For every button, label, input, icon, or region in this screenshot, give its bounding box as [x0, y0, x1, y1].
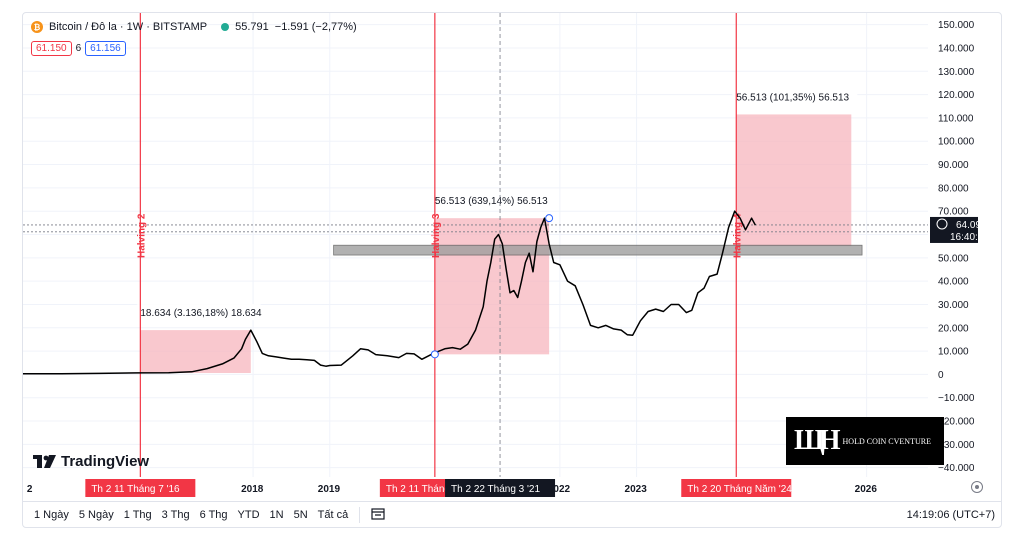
- x-tick-label: 2018: [241, 484, 264, 495]
- halving-label: Halving 2: [136, 213, 147, 258]
- price-range-box: [434, 218, 550, 355]
- market-status-dot: [221, 23, 230, 31]
- y-tick-label: 110.000: [938, 113, 974, 124]
- tradingview-icon: [33, 454, 56, 468]
- last-price: 55.791: [235, 21, 269, 33]
- range-1m-button[interactable]: 1 Thg: [123, 509, 152, 521]
- y-tick-label: 50.000: [938, 253, 969, 264]
- range-1d-button[interactable]: 1 Ngày: [34, 509, 69, 521]
- range-label-bg: [430, 192, 556, 209]
- toolbar-divider: [359, 507, 361, 523]
- y-tick-label: 20.000: [938, 323, 969, 334]
- measure-anchor: [545, 214, 554, 223]
- x-tick-label: 2: [27, 484, 33, 495]
- x-tick-label: 2022: [548, 484, 571, 495]
- measure-anchor: [430, 350, 439, 359]
- range-3m-button[interactable]: 3 Thg: [161, 509, 190, 521]
- y-tick-label: −10.000: [938, 393, 975, 404]
- y-tick-label: −40.000: [938, 463, 975, 474]
- clock-timezone[interactable]: 14:19:06 (UTC+7): [906, 509, 995, 521]
- y-tick-label: 70.000: [938, 207, 969, 218]
- bottom-toolbar: 1 Ngày 5 Ngày 1 Thg 3 Thg 6 Thg YTD 1N 5…: [23, 501, 1001, 527]
- price-chart[interactable]: 18.634 (3.136,18%) 18.634 56.513 (639,14%…: [23, 13, 1002, 501]
- range-label: 56.513 (101,35%) 56.513: [736, 92, 849, 103]
- range-1y-button[interactable]: 1N: [269, 509, 284, 521]
- range-label-bg: [732, 88, 858, 105]
- last-price-label: 64.096: [956, 220, 987, 231]
- range-all-button[interactable]: Tất cả: [317, 509, 349, 521]
- x-tick-label: 2019: [318, 484, 341, 495]
- price-range-box: [140, 330, 251, 374]
- symbol-legend: ₿ Bitcoin / Đô la · 1W · BITSTAMP 55.791…: [31, 21, 357, 33]
- date-badge-label: Th 2 11 Tháng Năm '20: [386, 484, 490, 495]
- y-tick-label: −30.000: [938, 440, 975, 451]
- symbol-title[interactable]: Bitcoin / Đô la · 1W · BITSTAMP: [49, 21, 208, 33]
- x-tick-label: 2026: [855, 484, 878, 495]
- date-badge: [85, 479, 196, 497]
- y-tick-label: 10.000: [938, 347, 969, 358]
- y-tick-label: −20.000: [938, 417, 975, 428]
- price-line: [23, 210, 757, 375]
- y-tick-label: 40.000: [938, 277, 969, 288]
- spread-value: 6: [75, 43, 82, 54]
- x-tick-label: 2023: [625, 484, 648, 495]
- range-6m-button[interactable]: 6 Thg: [199, 509, 228, 521]
- range-label: 56.513 (639,14%) 56.513: [435, 196, 548, 207]
- date-badge-label: Th 2 22 Tháng 3 '21: [451, 484, 540, 495]
- bitcoin-icon: ₿: [31, 21, 43, 33]
- sell-button[interactable]: 61.150: [31, 41, 72, 56]
- watermark-logo-icon: ЩН: [794, 425, 840, 456]
- price-range-box: [736, 114, 852, 247]
- channel-watermark: ЩН HOLD COIN CVENTURE: [786, 417, 944, 465]
- y-tick-label: 150.000: [938, 20, 975, 31]
- range-ytd-button[interactable]: YTD: [237, 509, 260, 521]
- trade-buttons: 61.150 6 61.156: [31, 41, 126, 56]
- price-change: −1.591 (−2,77%): [274, 21, 357, 33]
- add-alert-icon: [936, 218, 948, 230]
- halving-label: Halving 4: [732, 213, 743, 258]
- range-label: 18.634 (3.136,18%) 18.634: [140, 308, 262, 319]
- range-label-bg: [136, 304, 262, 321]
- date-range-icon[interactable]: [366, 505, 390, 526]
- support-band: [333, 244, 863, 256]
- y-tick-label: 130.000: [938, 67, 975, 78]
- tradingview-logo[interactable]: TradingView: [33, 453, 149, 470]
- y-tick-label: 90.000: [938, 160, 969, 171]
- date-badge-label: Th 2 20 Tháng Năm '24: [687, 484, 792, 495]
- watermark-text: HOLD COIN CVENTURE: [842, 436, 931, 446]
- chart-frame[interactable]: 18.634 (3.136,18%) 18.634 56.513 (639,14%…: [22, 12, 1002, 528]
- buy-button[interactable]: 61.156: [85, 41, 126, 56]
- y-tick-label: 0: [938, 370, 944, 381]
- settings-gear-icon[interactable]: [971, 481, 983, 493]
- tradingview-wordmark: TradingView: [61, 453, 150, 470]
- range-5d-button[interactable]: 5 Ngày: [78, 509, 114, 521]
- date-badge: [681, 479, 792, 497]
- range-5y-button[interactable]: 5N: [293, 509, 308, 521]
- y-tick-label: 120.000: [938, 90, 975, 101]
- y-tick-label: 80.000: [938, 183, 969, 194]
- date-badge: [445, 479, 556, 497]
- halving-label: Halving 3: [431, 213, 442, 258]
- countdown-label: 16:40:54: [950, 232, 989, 243]
- y-tick-label: 140.000: [938, 43, 975, 54]
- date-badge-label: Th 2 11 Tháng 7 '16: [91, 484, 180, 495]
- y-tick-label: 100.000: [938, 137, 975, 148]
- y-tick-label: 30.000: [938, 300, 969, 311]
